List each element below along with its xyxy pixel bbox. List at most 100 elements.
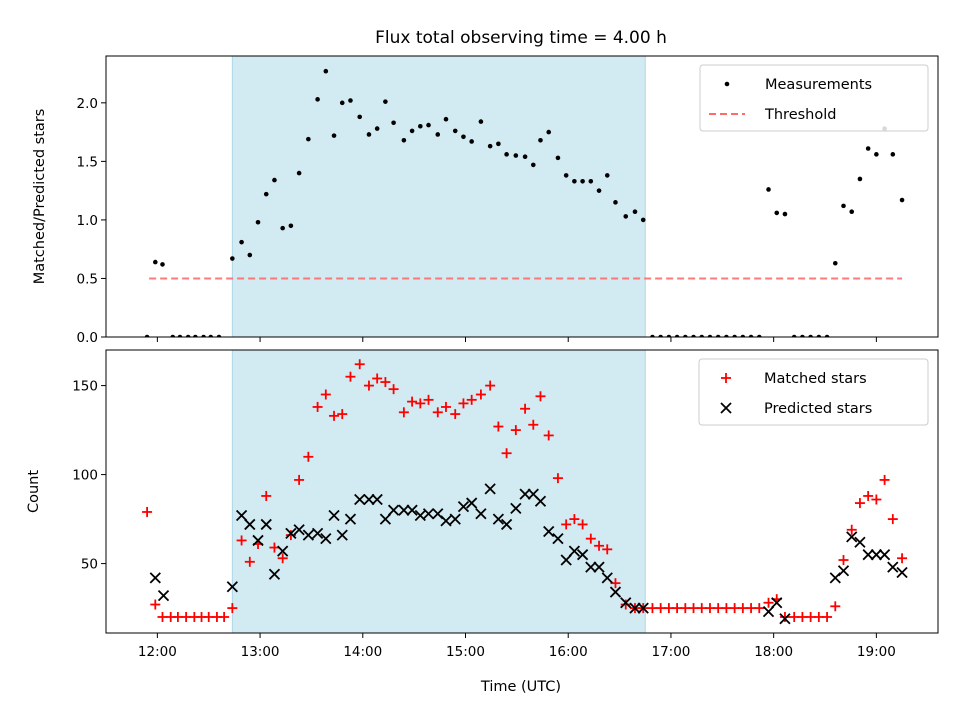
y-tick-label: 150: [72, 379, 98, 395]
data-point: [560, 554, 572, 566]
data-point: [620, 599, 631, 610]
data-point: [854, 498, 865, 509]
x-tick-label: 18:00: [754, 644, 793, 660]
data-point: [422, 508, 435, 520]
x-tick-label: 17:00: [651, 644, 690, 660]
x-tick-label: 15:00: [446, 644, 485, 660]
data-point: [177, 334, 183, 337]
data-point: [846, 524, 857, 535]
data-point: [609, 586, 622, 598]
data-point: [837, 565, 850, 577]
data-point: [496, 141, 501, 147]
legend-marker: [721, 373, 731, 383]
data-point: [293, 524, 305, 536]
series-x: [149, 483, 908, 625]
data-point: [569, 514, 580, 525]
data-point: [354, 359, 365, 370]
data-layer: [142, 359, 908, 625]
observing-window-shade: [231, 55, 646, 338]
data-point: [201, 334, 206, 337]
data-point: [771, 597, 783, 609]
data-point: [331, 133, 337, 138]
data-point: [808, 334, 813, 337]
data-point: [466, 394, 477, 405]
y-tick-label: 2.0: [77, 96, 98, 112]
data-point: [601, 572, 613, 584]
data-point: [423, 394, 434, 405]
data-point: [260, 518, 272, 531]
data-point: [849, 209, 855, 215]
data-point: [779, 613, 791, 625]
data-point: [691, 334, 696, 337]
data-point: [475, 389, 486, 400]
data-point: [637, 602, 649, 614]
data-point: [838, 555, 849, 566]
data-point: [311, 527, 324, 539]
series-dot: [144, 68, 905, 337]
legend-box: [699, 64, 929, 132]
data-point: [519, 488, 531, 500]
data-point: [285, 527, 297, 539]
data-point: [546, 129, 552, 135]
data-point: [407, 396, 418, 407]
data-point: [320, 389, 331, 400]
data-point: [302, 529, 314, 541]
data-point: [791, 334, 797, 337]
data-point: [887, 514, 898, 525]
data-point: [487, 143, 493, 149]
data-point: [585, 533, 596, 544]
y-axis-label: Matched/Predicted stars: [32, 109, 48, 285]
data-point: [285, 530, 296, 541]
legend-entry: Measurements: [765, 77, 872, 93]
data-point: [899, 197, 905, 203]
data-point: [280, 225, 285, 231]
x-tick-label: 14:00: [343, 644, 382, 660]
x-axis-label: Time (UTC): [480, 679, 561, 695]
data-point: [896, 566, 908, 579]
data-point: [339, 100, 345, 106]
data-point: [613, 200, 618, 205]
data-point: [530, 162, 536, 168]
chart-title: Flux total observing time = 4.00 h: [375, 28, 667, 48]
data-point: [816, 334, 822, 337]
data-point: [500, 518, 513, 531]
data-point: [288, 223, 294, 229]
data-point: [380, 377, 391, 388]
data-point: [658, 334, 663, 337]
data-point: [699, 334, 705, 337]
x-tick-label: 13:00: [241, 644, 280, 660]
data-point: [150, 599, 161, 610]
data-point: [208, 334, 214, 337]
x-tick-label: 19:00: [857, 644, 896, 660]
data-point: [306, 136, 311, 142]
data-point: [832, 260, 838, 266]
data-point: [629, 602, 641, 614]
data-point: [149, 572, 161, 584]
data-point: [383, 99, 388, 104]
data-point: [763, 597, 774, 608]
data-point: [510, 502, 522, 515]
data-point: [277, 545, 289, 557]
data-point: [870, 549, 883, 561]
data-point: [466, 497, 478, 509]
data-point: [732, 334, 737, 337]
observing-window-shade: [231, 349, 646, 634]
data-point: [854, 536, 866, 548]
data-point: [398, 504, 410, 516]
data-point: [879, 474, 890, 485]
y-axis-label: Count: [26, 470, 42, 513]
data-point: [219, 611, 230, 622]
data-point: [371, 493, 383, 506]
data-point: [779, 611, 790, 622]
data-point: [563, 173, 569, 178]
data-point: [841, 203, 846, 209]
data-point: [674, 334, 680, 337]
data-point: [247, 252, 253, 258]
legend-entry: Predicted stars: [764, 401, 872, 417]
data-point: [800, 334, 805, 337]
data-point: [650, 334, 655, 337]
data-point: [588, 178, 594, 184]
data-point: [144, 334, 150, 337]
data-point: [366, 132, 372, 137]
